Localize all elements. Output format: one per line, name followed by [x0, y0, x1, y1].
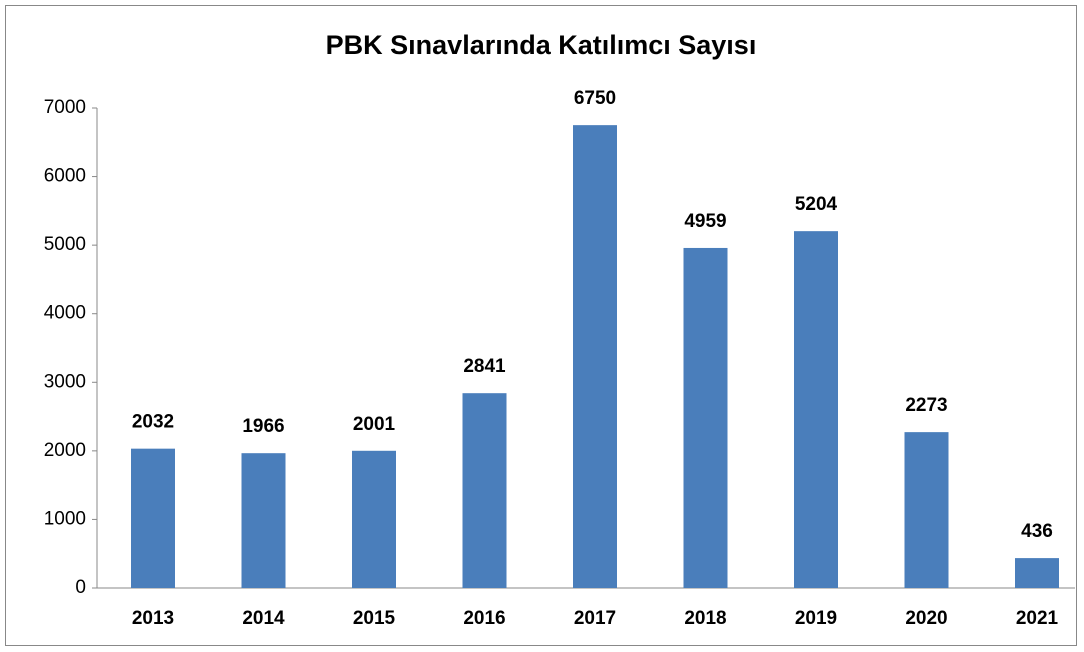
- y-tick-label: 0: [75, 577, 86, 598]
- bar: [794, 231, 838, 588]
- x-tick-label: 2014: [242, 608, 285, 629]
- y-tick-label: 3000: [44, 371, 86, 392]
- x-tick-label: 2020: [905, 608, 947, 629]
- bar: [904, 432, 949, 588]
- y-tick-label: 4000: [44, 303, 86, 324]
- data-label: 2001: [353, 414, 396, 435]
- x-tick-label: 2017: [574, 608, 616, 629]
- chart-title: PBK Sınavlarında Katılımcı Sayısı: [326, 30, 757, 60]
- data-label: 6750: [574, 88, 616, 109]
- y-tick-label: 2000: [44, 440, 86, 461]
- y-tick-label: 1000: [44, 508, 86, 529]
- x-tick-label: 2016: [463, 608, 505, 629]
- x-tick-label: 2018: [684, 608, 726, 629]
- data-label: 5204: [795, 194, 838, 215]
- y-tick-label: 7000: [44, 97, 86, 118]
- bar: [683, 247, 728, 588]
- bar: [1015, 558, 1059, 588]
- data-label: 1966: [242, 416, 284, 437]
- data-label: 2032: [132, 412, 174, 433]
- data-label: 2273: [905, 395, 947, 416]
- y-tick-label: 5000: [44, 234, 86, 255]
- bar: [241, 453, 286, 588]
- bar: [352, 450, 396, 588]
- bar: [131, 448, 175, 588]
- x-tick-label: 2019: [795, 608, 837, 629]
- chart-border: [5, 5, 1077, 646]
- x-tick-label: 2015: [353, 608, 396, 629]
- data-label: 2841: [463, 356, 506, 377]
- bar: [462, 393, 507, 588]
- x-tick-label: 2013: [132, 608, 174, 629]
- data-label: 4959: [684, 211, 726, 232]
- data-label: 436: [1021, 521, 1053, 542]
- y-tick-label: 6000: [44, 166, 86, 187]
- bar: [573, 125, 617, 589]
- x-tick-label: 2021: [1016, 608, 1059, 629]
